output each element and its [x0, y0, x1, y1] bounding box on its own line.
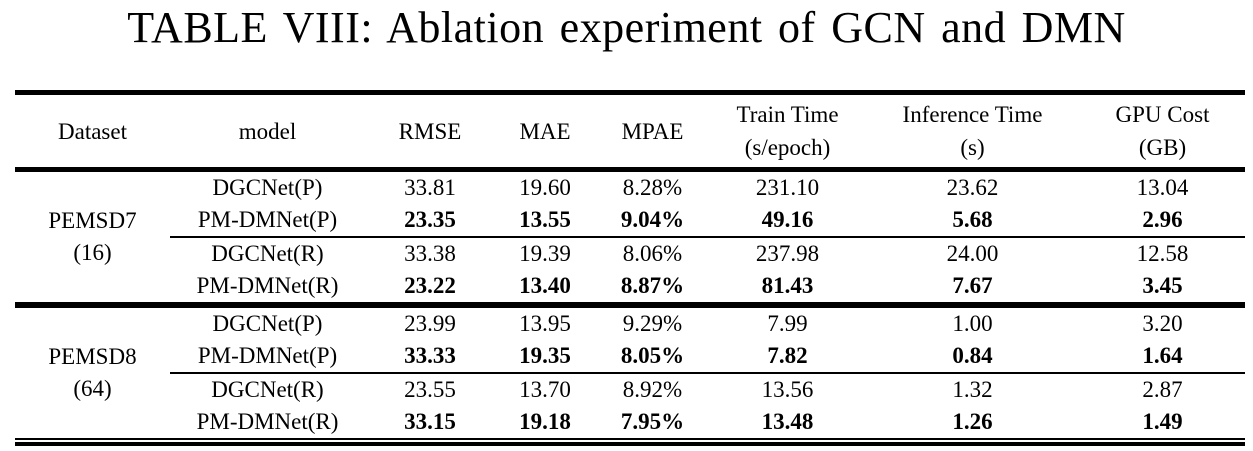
train-time-cell: 237.98 — [710, 236, 865, 270]
table-bottom-rule — [15, 442, 1245, 446]
mae-cell: 13.40 — [519, 273, 571, 298]
header-row: Dataset model RMSE MAE MPAE Train Time (s… — [15, 92, 1245, 172]
mpae-cell: 8.06% — [595, 236, 710, 270]
model-cell: PM-DMNet(P) — [197, 207, 338, 232]
gpu-cost-cell: 13.04 — [1136, 175, 1189, 200]
column-header-rmse: RMSE — [365, 92, 495, 172]
inference-time-cell: 23.62 — [946, 175, 999, 200]
dataset-size: (64) — [73, 376, 112, 401]
table-container: Dataset model RMSE MAE MPAE Train Time (s… — [15, 90, 1245, 446]
column-header-mae: MAE — [495, 92, 595, 172]
rmse-cell: 33.15 — [404, 409, 456, 434]
train-time-cell: 81.43 — [761, 273, 814, 298]
column-header-mpae: MPAE — [595, 92, 710, 172]
inference-time-cell: 5.68 — [952, 207, 993, 232]
mpae-cell: 7.95% — [620, 409, 685, 434]
inference-time-cell: 0.84 — [952, 343, 993, 368]
dataset-size: (16) — [73, 240, 112, 265]
inference-time-cell: 1.26 — [952, 409, 993, 434]
model-cell: PM-DMNet(P) — [197, 343, 338, 368]
model-cell: DGCNet(R) — [170, 372, 365, 406]
rmse-cell: 33.38 — [365, 236, 495, 270]
table-caption: TABLE VIII: Ablation experiment of GCN a… — [127, 3, 1126, 52]
mae-cell: 13.55 — [519, 207, 571, 232]
mpae-cell: 9.29% — [595, 302, 710, 340]
train-time-cell: 13.48 — [761, 409, 814, 434]
dataset-label-pemsd8: PEMSD8 (64) — [15, 302, 170, 439]
dataset-label-pemsd7: PEMSD7 (16) — [15, 170, 170, 306]
gpu-cost-cell: 12.58 — [1080, 236, 1245, 270]
column-header-model: model — [170, 92, 365, 172]
dataset-name: PEMSD8 — [48, 344, 137, 369]
gpu-cost-cell: 2.96 — [1142, 207, 1183, 232]
train-time-cell: 7.99 — [710, 302, 865, 340]
mae-cell: 13.70 — [495, 372, 595, 406]
table-row: PM-DMNet(P) 23.35 13.55 9.04% 49.16 5.68… — [15, 204, 1245, 237]
model-cell: DGCNet(P) — [170, 302, 365, 340]
mae-cell: 19.35 — [519, 343, 571, 368]
train-time-cell: 7.82 — [767, 343, 808, 368]
mpae-cell: 9.04% — [620, 207, 685, 232]
table-row: PM-DMNet(R) 23.22 13.40 8.87% 81.43 7.67… — [15, 270, 1245, 305]
table-row: DGCNet(R) 23.55 13.70 8.92% 13.56 1.32 2… — [15, 372, 1245, 406]
column-header-train-time: Train Time (s/epoch) — [710, 92, 865, 172]
mpae-cell: 8.05% — [620, 343, 685, 368]
gpu-cost-cell: 3.45 — [1142, 273, 1183, 298]
model-cell: DGCNet(R) — [170, 236, 365, 270]
train-time-cell: 49.16 — [761, 207, 814, 232]
mpae-cell: 8.92% — [595, 372, 710, 406]
table-row: PEMSD8 (64) DGCNet(P) 23.99 13.95 9.29% … — [15, 302, 1245, 439]
mpae-cell: 8.28% — [622, 175, 683, 200]
mae-cell: 13.95 — [495, 302, 595, 340]
table-row: DGCNet(R) 33.38 19.39 8.06% 237.98 24.00… — [15, 236, 1245, 270]
train-time-cell: 13.56 — [710, 372, 865, 406]
rmse-cell: 23.55 — [365, 372, 495, 406]
table-row: PM-DMNet(P) 33.33 19.35 8.05% 7.82 0.84 … — [15, 340, 1245, 373]
gpu-cost-cell: 1.49 — [1142, 409, 1183, 434]
rmse-cell: 23.35 — [404, 207, 456, 232]
column-header-dataset: Dataset — [15, 92, 170, 172]
inference-time-cell: 24.00 — [865, 236, 1080, 270]
inference-time-cell: 1.32 — [865, 372, 1080, 406]
gpu-cost-cell: 1.64 — [1142, 343, 1183, 368]
model-cell: DGCNet(P) — [212, 175, 323, 200]
model-cell: PM-DMNet(R) — [196, 273, 339, 298]
column-header-inference-time: Inference Time (s) — [865, 92, 1080, 172]
inference-time-cell: 7.67 — [952, 273, 993, 298]
column-header-gpu-cost: GPU Cost (GB) — [1080, 92, 1245, 172]
inference-time-cell: 1.00 — [865, 302, 1080, 340]
table-header: Dataset model RMSE MAE MPAE Train Time (s… — [15, 92, 1245, 172]
table-row: PM-DMNet(R) 33.15 19.18 7.95% 13.48 1.26… — [15, 406, 1245, 439]
rmse-cell: 23.22 — [404, 273, 456, 298]
dataset-name: PEMSD7 — [48, 208, 137, 233]
rmse-cell: 33.33 — [404, 343, 456, 368]
rmse-cell: 33.81 — [404, 175, 456, 200]
mpae-cell: 8.87% — [620, 273, 685, 298]
gpu-cost-cell: 2.87 — [1080, 372, 1245, 406]
mae-cell: 19.39 — [495, 236, 595, 270]
table-row: PEMSD7 (16) DGCNet(P) 33.81 19.60 8.28% … — [15, 170, 1245, 265]
mae-cell: 19.18 — [519, 409, 571, 434]
ablation-table: Dataset model RMSE MAE MPAE Train Time (s… — [15, 90, 1245, 440]
rmse-cell: 23.99 — [365, 302, 495, 340]
model-cell: PM-DMNet(R) — [196, 409, 339, 434]
mae-cell: 19.60 — [519, 175, 571, 200]
gpu-cost-cell: 3.20 — [1080, 302, 1245, 340]
train-time-cell: 231.10 — [755, 175, 820, 200]
